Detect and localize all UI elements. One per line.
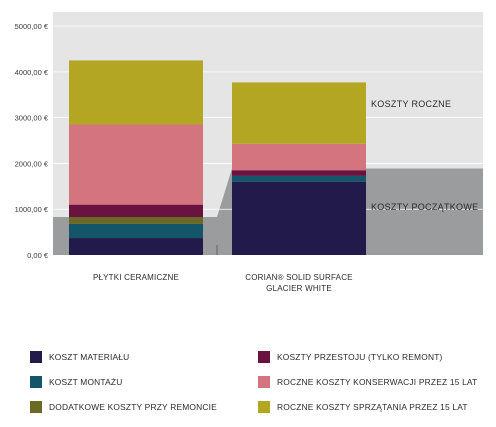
y-tick-label: 1000,00 €	[15, 205, 49, 214]
legend-label: KOSZT MATERIAŁU	[49, 351, 130, 362]
bar-segment	[232, 82, 366, 144]
y-tick-label: 3000,00 €	[15, 114, 49, 123]
legend-label: KOSZTY PRZESTOJU (TYLKO REMONT)	[277, 351, 443, 362]
legend-swatch	[258, 350, 270, 363]
category-label: PŁYTKI CERAMICZNE	[93, 273, 179, 282]
legend-item: KOSZT MONTAŻU	[30, 375, 258, 388]
legend-label: ROCZNE KOSZTY KONSERWACJI PRZEZ 15 LAT	[277, 376, 478, 387]
bar-segment	[69, 223, 203, 239]
legend-item: KOSZT MATERIAŁU	[30, 350, 258, 363]
y-tick-label: 4000,00 €	[15, 68, 49, 77]
y-tick-label: 0,00 €	[27, 251, 49, 260]
bar-segment	[69, 238, 203, 255]
legend: KOSZT MATERIAŁU KOSZTY PRZESTOJU (TYLKO R…	[30, 350, 490, 413]
bar-segment	[232, 170, 366, 176]
bar-segment	[232, 143, 366, 171]
bar-segment	[232, 181, 366, 255]
y-axis-ticks: 0,00 € 1000,00 € 2000,00 € 3000,00 € 4000,00…	[15, 22, 49, 260]
legend-item: KOSZTY PRZESTOJU (TYLKO REMONT)	[258, 350, 488, 363]
initial-costs-label: KOSZTY POCZĄTKOWE	[371, 202, 478, 212]
legend-label: ROCZNE KOSZTY SPRZĄTANIA PRZEZ 15 LAT	[277, 401, 468, 412]
category-labels: PŁYTKI CERAMICZNE CORIAN® SOLID SURFACE GL…	[93, 273, 353, 293]
legend-label: KOSZT MONTAŻU	[49, 376, 123, 387]
legend-swatch	[258, 400, 270, 413]
legend-item: ROCZNE KOSZTY SPRZĄTANIA PRZEZ 15 LAT	[258, 400, 488, 413]
category-label: CORIAN® SOLID SURFACE	[245, 273, 352, 282]
bar-segment	[69, 124, 203, 205]
category-label: GLACIER WHITE	[266, 284, 332, 293]
legend-label: DODATKOWE KOSZTY PRZY REMONCIE	[49, 401, 217, 412]
bar-segment	[69, 204, 203, 218]
legend-item: DODATKOWE KOSZTY PRZY REMONCIE	[30, 400, 258, 413]
bar-segment	[69, 217, 203, 224]
legend-swatch	[258, 375, 270, 388]
y-tick-label: 2000,00 €	[15, 159, 49, 168]
legend-swatch	[30, 400, 42, 413]
bar-segment	[232, 175, 366, 182]
legend-swatch	[30, 350, 42, 363]
annual-costs-label: KOSZTY ROCZNE	[371, 99, 451, 109]
legend-swatch	[30, 375, 42, 388]
stacked-bar-chart: 0,00 € 1000,00 € 2000,00 € 3000,00 € 4000,00…	[15, 12, 483, 293]
legend-item: ROCZNE KOSZTY KONSERWACJI PRZEZ 15 LAT	[258, 375, 488, 388]
bar-segment	[69, 60, 203, 125]
y-tick-label: 5000,00 €	[15, 22, 49, 31]
bars	[69, 60, 366, 255]
